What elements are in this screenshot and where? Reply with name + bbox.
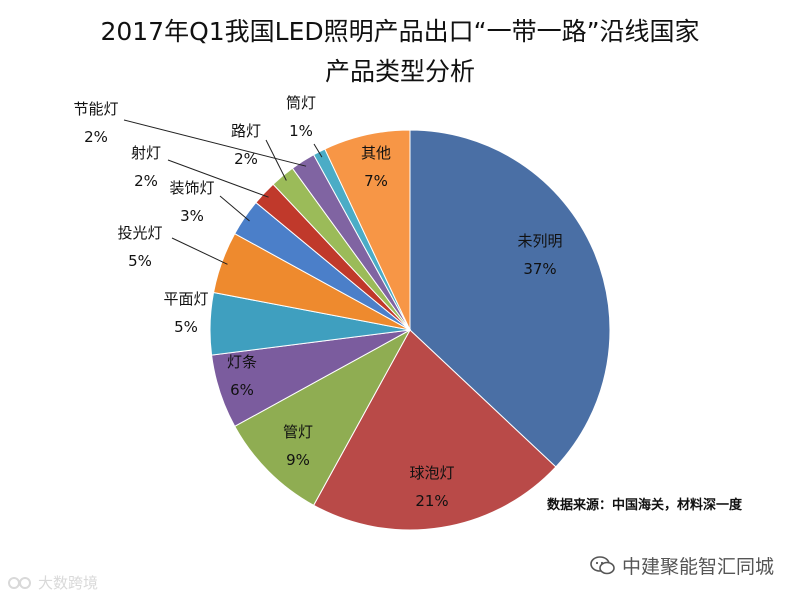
slice-label-路灯: 路灯 [231,122,261,140]
slice-value-路灯: 2% [234,150,258,168]
slice-value-节能灯: 2% [84,128,108,146]
pie-slice-球泡灯 [312,329,557,531]
leader-line-路灯 [265,139,287,181]
slice-value-装饰灯: 3% [180,207,204,225]
watermark-left: 大数跨境 [8,572,98,593]
watermark-right: 中建聚能智汇同城 [590,552,774,579]
slice-label-灯条: 灯条 [227,353,257,371]
slice-label-装饰灯: 装饰灯 [169,179,214,197]
slice-value-其他: 7% [364,172,388,190]
leader-lines [123,119,323,265]
slice-value-平面灯: 5% [174,318,198,336]
chart-title-line1: 2017年Q1我国LED照明产品出口“一带一路”沿线国家 [100,17,700,46]
slice-label-筒灯: 筒灯 [286,94,316,112]
pie-slice-管灯 [234,328,412,506]
wechat-icon [590,555,616,577]
slice-labels: 未列明 37% 球泡灯 21% 管灯 9% 灯条 6% 平面灯 5% 投光灯 5% 装饰灯 3% 射灯 2% 路… [73,94,562,510]
slice-value-射灯: 2% [134,172,158,190]
leader-line-筒灯 [313,143,323,158]
slice-value-灯条: 6% [230,381,254,399]
pie-slice-其他 [324,129,411,331]
watermark-right-text: 中建聚能智汇同城 [622,556,775,578]
slice-value-球泡灯: 21% [415,492,448,510]
leader-line-节能灯 [123,119,307,167]
slice-label-投光灯: 投光灯 [117,224,162,242]
slice-value-投光灯: 5% [128,252,152,270]
slice-label-射灯: 射灯 [131,144,161,162]
slice-label-球泡灯: 球泡灯 [409,464,454,482]
leader-line-装饰灯 [219,195,250,222]
watermark-left-text: 大数跨境 [38,574,99,592]
brand-logo-icon [8,576,34,590]
slice-value-筒灯: 1% [289,122,313,140]
pie-slices [209,129,611,531]
slice-label-节能灯: 节能灯 [73,100,118,118]
slice-value-未列明: 37% [523,260,556,278]
slice-label-管灯: 管灯 [283,423,313,441]
slice-label-其他: 其他 [361,144,391,162]
leader-line-投光灯 [171,237,228,265]
leader-line-射灯 [167,159,269,198]
pie-slice-未列明 [409,129,611,468]
data-source-note: 数据来源：中国海关，材料深一度 [547,498,743,513]
slice-label-平面灯: 平面灯 [163,290,208,308]
slice-value-管灯: 9% [286,451,310,469]
slice-label-未列明: 未列明 [517,232,562,250]
chart-title-line2: 产品类型分析 [324,57,475,86]
